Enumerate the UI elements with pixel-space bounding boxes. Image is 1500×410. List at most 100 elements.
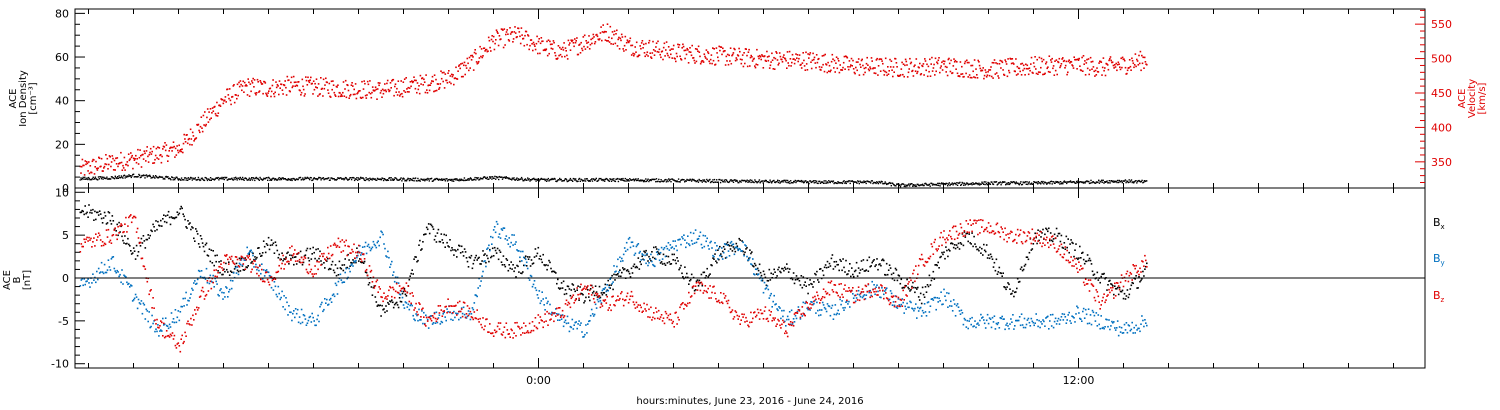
bx-series-point — [1116, 286, 1119, 289]
velocity-series-point — [837, 57, 839, 60]
by-series-point — [566, 315, 569, 318]
velocity-series-point — [349, 93, 352, 96]
density-series-point — [929, 185, 931, 187]
bx-series-point — [318, 257, 320, 260]
by-series-point — [384, 247, 386, 250]
by-series-point — [786, 315, 789, 318]
by-series-point — [989, 318, 992, 320]
by-series-point — [129, 286, 131, 288]
bx-series-point — [459, 252, 462, 254]
density-series-point — [723, 179, 726, 181]
bx-series-point — [711, 264, 713, 267]
density-series-point — [278, 177, 280, 179]
bx-series-point — [429, 223, 432, 226]
velocity-series-point — [825, 64, 828, 66]
bx-series-point — [767, 280, 770, 282]
velocity-series-point — [509, 27, 511, 29]
by-series-point — [579, 324, 581, 326]
by-series-point — [206, 281, 209, 284]
density-series-point — [1043, 181, 1046, 183]
bx-series-point — [1003, 286, 1005, 288]
velocity-series-point — [109, 156, 111, 158]
bx-series-point — [328, 267, 331, 270]
velocity-series-point — [255, 92, 258, 94]
velocity-series-point — [1005, 60, 1007, 63]
bx-series-point — [714, 253, 716, 255]
bx-series-point — [311, 253, 313, 255]
velocity-series-point — [703, 53, 706, 55]
bx-series-point — [413, 258, 415, 260]
bx-series-point — [764, 276, 767, 279]
velocity-series-point — [334, 95, 337, 97]
density-series-point — [725, 179, 727, 181]
bx-series-point — [713, 258, 715, 260]
velocity-series-point — [514, 26, 516, 28]
density-series-point — [821, 181, 823, 183]
by-series-point — [810, 301, 812, 303]
by-series-point — [865, 294, 868, 296]
density-series-point — [993, 181, 995, 183]
density-series-point — [371, 179, 373, 181]
velocity-series-point — [623, 50, 625, 52]
bx-series-point — [1139, 280, 1141, 283]
bx-series-point — [808, 284, 810, 286]
bx-series-point — [246, 266, 248, 269]
bx-series-point — [1028, 251, 1031, 254]
density-series-point — [692, 179, 694, 181]
density-series-point — [1076, 181, 1078, 184]
density-series-point — [281, 177, 283, 179]
velocity-series-point — [727, 63, 730, 66]
velocity-series-point — [236, 97, 238, 100]
bx-series-point — [675, 262, 677, 265]
density-series-point — [765, 179, 767, 182]
density-series-point — [728, 181, 730, 184]
by-series-point — [407, 303, 410, 306]
by-series-point — [329, 297, 332, 300]
bx-series-point — [1081, 252, 1083, 254]
by-series-point — [681, 236, 683, 238]
by-series-point — [528, 279, 531, 281]
by-series-point — [873, 284, 875, 286]
bx-series-point — [679, 267, 681, 269]
density-series-point — [823, 180, 825, 182]
by-series-point — [924, 311, 927, 313]
bx-series-point — [953, 244, 956, 246]
by-series-point — [276, 295, 279, 298]
density-series-point — [1048, 181, 1050, 184]
density-series-point — [543, 178, 546, 180]
by-series-point — [807, 308, 809, 311]
by-series-point — [481, 275, 483, 277]
velocity-series-point — [717, 56, 719, 59]
bx-series-point — [684, 266, 686, 268]
bx-series-point — [1012, 290, 1014, 292]
velocity-series-point — [456, 78, 459, 80]
bx-series-point — [915, 287, 917, 289]
density-series-point — [928, 183, 931, 185]
density-series-point — [392, 178, 394, 180]
velocity-series-point — [359, 90, 361, 92]
velocity-series-point — [423, 78, 425, 81]
density-series-point — [316, 178, 318, 181]
velocity-series-point — [850, 64, 852, 66]
bx-series-point — [1138, 276, 1140, 278]
velocity-series-point — [833, 67, 835, 69]
density-series-point — [1097, 181, 1099, 183]
density-series-point — [1039, 182, 1041, 184]
by-series-point — [984, 327, 987, 329]
by-series-point — [788, 311, 791, 313]
by-series-point — [335, 284, 338, 287]
density-series-point — [159, 176, 161, 178]
bx-series-point — [850, 275, 852, 278]
bx-series-point — [380, 315, 382, 317]
by-series-point — [381, 231, 383, 234]
by-series-point — [1016, 319, 1018, 322]
density-series-point — [128, 174, 130, 176]
density-series-point — [597, 180, 599, 182]
velocity-series-point — [105, 163, 108, 166]
density-series-point — [1142, 182, 1144, 184]
velocity-series-point — [188, 137, 190, 140]
density-series-point — [131, 175, 133, 177]
by-series-point — [445, 319, 447, 322]
by-series-point — [298, 316, 301, 318]
velocity-series-point — [889, 66, 892, 68]
